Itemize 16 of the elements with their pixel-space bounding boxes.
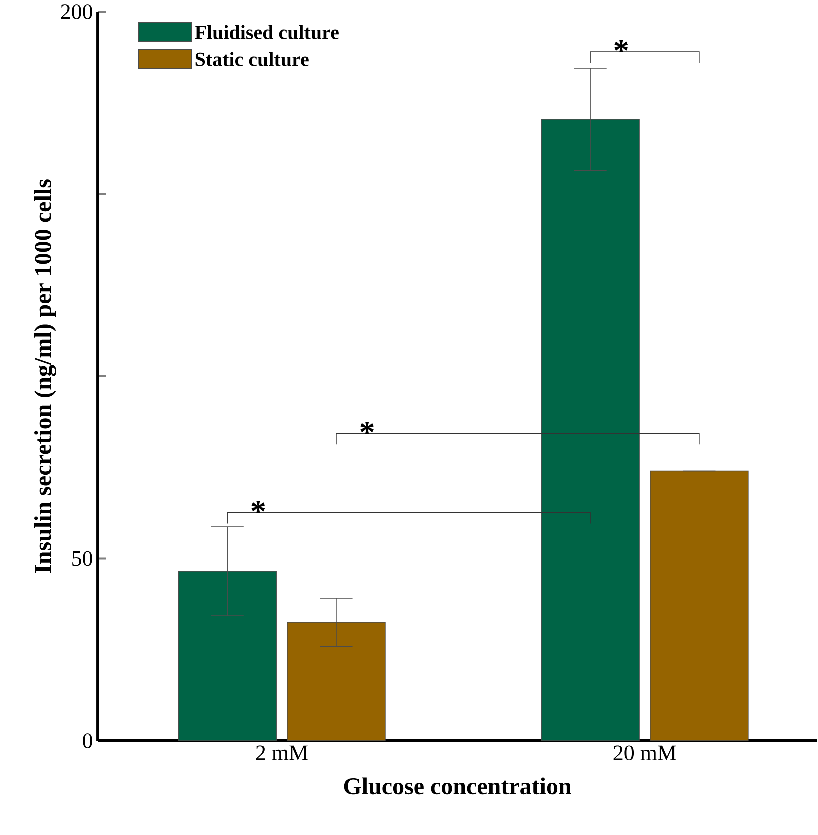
bar bbox=[540, 119, 640, 741]
y-axis-title: Insulin secretion (ng/ml) per 1000 cells bbox=[34, 180, 56, 574]
y-tick-label: 50 bbox=[72, 551, 92, 566]
annotation: * bbox=[252, 501, 265, 514]
legend-label: Static culture bbox=[196, 52, 309, 66]
y-tick-label: 0 bbox=[82, 734, 92, 748]
x-tick-label: 2 mM bbox=[256, 746, 308, 760]
annotation: * bbox=[614, 40, 628, 52]
x-tick-label: 20 mM bbox=[614, 746, 676, 761]
bar bbox=[178, 571, 277, 741]
x-axis-title: Glucose concentration bbox=[344, 778, 572, 795]
y-tick-label: 200 bbox=[61, 4, 92, 20]
annotation: * bbox=[360, 422, 374, 434]
legend-label: Fluidised culture bbox=[194, 25, 339, 40]
bar bbox=[650, 470, 749, 741]
bar bbox=[286, 622, 386, 741]
